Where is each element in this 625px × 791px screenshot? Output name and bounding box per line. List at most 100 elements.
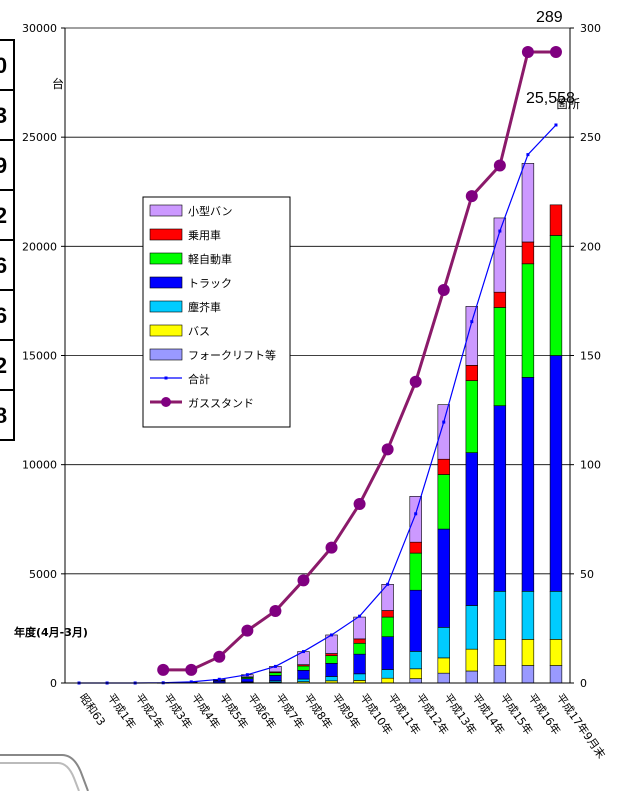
- category-label: 平成17年9月末: [554, 691, 609, 761]
- bar-segment: [269, 672, 282, 676]
- stations-point: [409, 375, 422, 388]
- stations-point: [521, 46, 534, 59]
- bar-segment: [465, 605, 478, 650]
- bar-segment: [465, 670, 478, 684]
- legend-label: ガススタンド: [188, 397, 254, 410]
- bar-segment: [549, 590, 563, 640]
- legend-swatch: [149, 348, 183, 361]
- legend-label: バス: [188, 325, 210, 338]
- bar-segment: [437, 627, 450, 659]
- stations-last-value: 289: [536, 9, 563, 26]
- legend-swatch: [149, 300, 183, 313]
- bar-segment: [409, 589, 422, 652]
- right-tick-label: 250: [580, 131, 601, 144]
- left-tick-label: 5000: [29, 568, 57, 581]
- bar-segment: [521, 263, 535, 378]
- total-point: [386, 582, 390, 586]
- total-point: [330, 633, 334, 637]
- legend-swatch: [149, 324, 183, 337]
- stations-point: [269, 604, 282, 617]
- bar-segment: [353, 673, 366, 681]
- bar-segment: [325, 655, 338, 664]
- legend-swatch: [149, 228, 183, 241]
- bar-segment: [241, 678, 254, 683]
- stations-point: [465, 190, 478, 203]
- left-panel-digit: 2: [0, 203, 7, 228]
- bar-segment: [325, 653, 338, 657]
- bar-segment: [437, 474, 450, 530]
- bar-segment: [409, 651, 422, 670]
- stations-point: [185, 663, 198, 676]
- bar-segment: [521, 639, 535, 666]
- bar-segment: [465, 648, 478, 672]
- left-tick-label: 20000: [22, 240, 57, 253]
- bar-segment: [409, 541, 422, 554]
- left-panel-digit: 2: [0, 353, 7, 378]
- total-point: [358, 614, 362, 618]
- bar-segment: [269, 675, 282, 682]
- right-tick-label: 300: [580, 22, 601, 35]
- left-tick-label: 0: [50, 677, 57, 690]
- total-point: [273, 664, 277, 668]
- bar-segment: [381, 636, 394, 670]
- bar-stacks: [157, 163, 563, 684]
- category-labels: 昭和63平成1年平成2年平成3年平成4年平成5年平成6年平成7年平成8年平成9年…: [77, 691, 609, 761]
- corner-decoration: [0, 754, 89, 791]
- left-panel-digit: 8: [0, 403, 7, 428]
- bar-segment: [549, 639, 563, 666]
- bar-segment: [465, 365, 478, 381]
- bar-segment: [493, 291, 507, 308]
- bar-segment: [409, 552, 422, 591]
- legend-marker-total: [164, 376, 168, 380]
- stations-point: [241, 624, 254, 637]
- left-panel-digit: 9: [0, 153, 7, 178]
- right-tick-label: 0: [580, 677, 587, 690]
- bar-segment: [437, 528, 450, 628]
- bar-segment: [465, 380, 478, 453]
- legend-swatch: [149, 204, 183, 217]
- bar-segment: [465, 452, 478, 606]
- total-point: [301, 650, 305, 654]
- corner-decoration-inner: [0, 762, 80, 791]
- legend-swatch: [149, 252, 183, 265]
- right-tick-label: 100: [580, 459, 601, 472]
- category-label: 昭和63: [77, 691, 108, 728]
- right-axis-ticks: 0 50 100 150 200 250 300: [570, 22, 601, 690]
- legend-label: 乗用車: [188, 228, 221, 242]
- stations-point: [297, 574, 310, 587]
- bar-segment: [409, 678, 422, 684]
- stations-point: [157, 663, 170, 676]
- total-point: [217, 677, 221, 681]
- left-panel-digit: 3: [0, 103, 7, 128]
- stations-point: [213, 650, 226, 663]
- right-tick-label: 50: [580, 568, 594, 581]
- legend-label: フォークリフト等: [188, 348, 276, 362]
- bar-segment: [353, 616, 366, 640]
- left-tick-label: 15000: [22, 350, 57, 363]
- stations-point: [325, 541, 338, 554]
- bar-segment: [353, 642, 366, 655]
- bar-segment: [297, 670, 310, 680]
- stations-point: [381, 443, 394, 456]
- bar-segment: [493, 665, 507, 684]
- bar-segment: [549, 204, 563, 236]
- bar-segment: [325, 663, 338, 677]
- legend-label: 合計: [188, 372, 210, 386]
- bar-segment: [521, 590, 535, 640]
- total-point: [554, 123, 558, 127]
- bar-segment: [521, 241, 535, 265]
- bar-segment: [437, 404, 450, 460]
- bar-segment: [437, 672, 450, 684]
- total-point: [245, 673, 249, 677]
- total-last-value: 25,558: [526, 90, 575, 107]
- stations-point: [437, 284, 450, 296]
- bar-segment: [493, 405, 507, 592]
- total-point: [470, 320, 474, 324]
- bar-segment: [493, 217, 507, 293]
- bar-segment: [437, 458, 450, 475]
- right-tick-label: 150: [580, 350, 601, 363]
- bar-segment: [297, 665, 310, 671]
- stations-point: [353, 497, 366, 510]
